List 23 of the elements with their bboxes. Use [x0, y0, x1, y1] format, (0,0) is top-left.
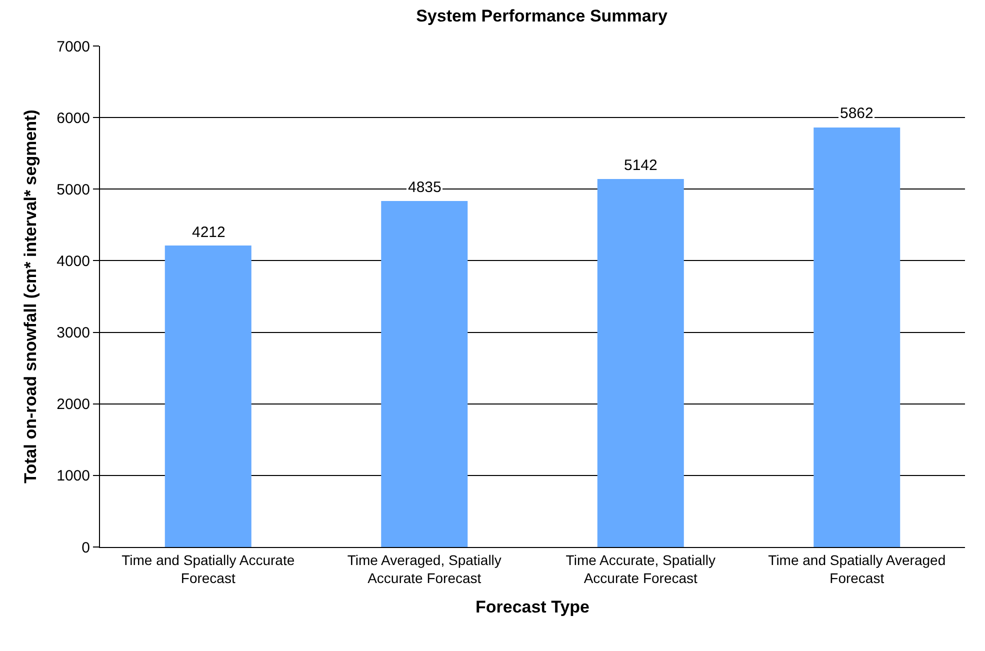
y-tick-label: 5000 [56, 181, 90, 198]
y-tick-label: 4000 [56, 252, 90, 270]
bar [814, 127, 900, 547]
data-label: 5142 [624, 157, 658, 174]
x-tick-label: Time Averaged, Spatially Accurate Forecast [347, 552, 502, 586]
y-tick-label: 2000 [56, 396, 90, 414]
y-axis-title: Total on-road snowfall (cm* interval* segment) [21, 110, 40, 484]
data-label: 5862 [840, 105, 874, 122]
data-label: 4212 [192, 224, 226, 241]
x-tick-label: Time Accurate, Spatially Accurate Forecast [566, 552, 716, 586]
x-tick-label: Time and Spatially Averaged Forecast [768, 552, 946, 586]
bar [164, 246, 252, 547]
x-axis-title: Forecast Type [475, 597, 590, 616]
y-tick-label: 7000 [56, 38, 90, 56]
bar [381, 200, 468, 547]
y-tick-label: 0 [82, 539, 90, 556]
chart-title: System Performance Summary [416, 6, 668, 26]
data-label: 4835 [408, 179, 442, 196]
y-tick-label: 1000 [56, 468, 90, 485]
y-tick-label: 6000 [56, 110, 90, 127]
x-tick-label: Time and Spatially Accurate Forecast [122, 552, 295, 586]
bar [597, 178, 684, 547]
y-tick-label: 3000 [56, 324, 90, 342]
